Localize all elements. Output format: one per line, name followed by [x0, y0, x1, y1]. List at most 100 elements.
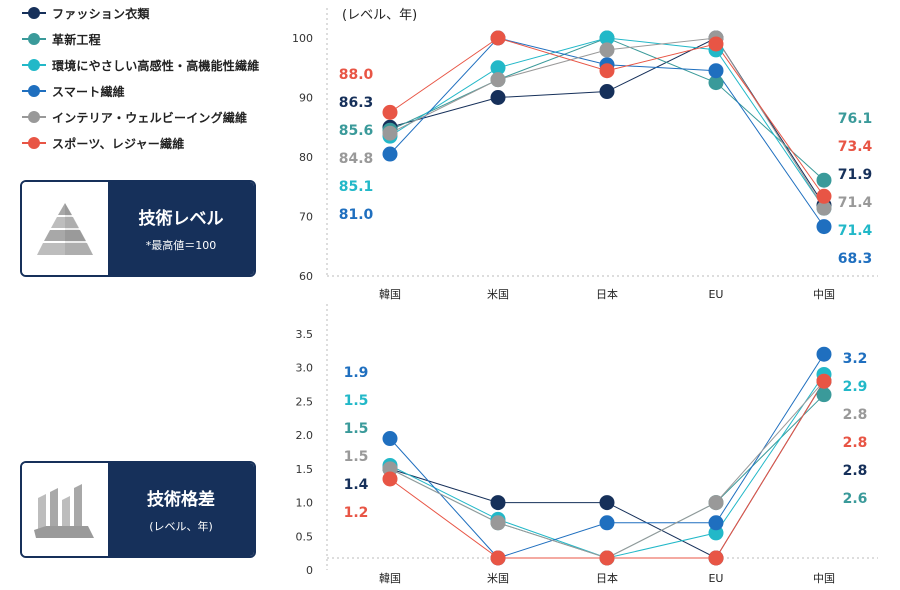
- unit-label: (レベル、年): [342, 8, 417, 23]
- data-point: [490, 72, 506, 88]
- tech-gap-title: 技術格差: [147, 490, 215, 510]
- data-point: [708, 30, 724, 46]
- x-tick-label: 日本: [596, 571, 618, 585]
- data-point: [708, 42, 724, 58]
- data-point: [490, 72, 506, 88]
- data-label: 71.4: [838, 223, 873, 239]
- data-point: [490, 550, 506, 566]
- data-point: [816, 172, 832, 188]
- data-label: 68.3: [838, 251, 873, 267]
- data-label: 1.5: [344, 421, 369, 437]
- data-label: 71.4: [838, 195, 873, 211]
- data-point: [816, 387, 832, 403]
- data-point: [599, 84, 615, 100]
- series-line: [389, 380, 825, 559]
- series-line: [389, 380, 825, 559]
- y-tick-label: 70: [299, 211, 313, 224]
- legend-label: ファッション衣類: [52, 6, 150, 21]
- data-point: [816, 346, 832, 362]
- data-point: [599, 57, 615, 73]
- data-label: 1.5: [344, 449, 369, 465]
- data-point: [708, 515, 724, 531]
- bar-towers-icon: [34, 483, 94, 538]
- series-line: [389, 353, 825, 559]
- chart-legend: ファッション衣類 革新工程環境にやさしい高感性・高機能性繊維 スマート繊維インテリア…: [22, 0, 322, 156]
- pyramid-icon: [37, 202, 93, 255]
- tech-level-subtitle: *最高値＝100: [145, 239, 217, 252]
- data-point: [382, 461, 398, 477]
- legend-item: インテリア・ウェルビーイング繊維: [22, 104, 322, 130]
- data-point: [708, 75, 724, 91]
- data-point: [816, 373, 832, 389]
- data-point: [490, 511, 506, 527]
- data-point: [708, 30, 724, 46]
- series-line: [389, 37, 825, 181]
- y-tick-label: 60: [299, 270, 313, 283]
- data-point: [382, 471, 398, 487]
- data-label: 2.8: [843, 463, 868, 479]
- data-point: [708, 63, 724, 79]
- data-label: 1.4: [344, 477, 369, 493]
- data-point: [816, 366, 832, 382]
- legend-swatch: [22, 58, 46, 72]
- x-tick-label: 韓国: [379, 288, 401, 301]
- data-point: [490, 30, 506, 46]
- series-line: [389, 37, 825, 227]
- data-point: [816, 200, 832, 216]
- y-tick-label: 1.0: [296, 497, 314, 510]
- data-point: [599, 550, 615, 566]
- tech-gap-subtitle: (レベル、年): [149, 520, 213, 533]
- data-label: 2.8: [843, 435, 868, 451]
- data-point: [490, 90, 506, 105]
- data-label: 73.4: [838, 139, 873, 155]
- data-point: [816, 219, 832, 235]
- data-point: [599, 63, 615, 79]
- series-line: [389, 374, 825, 559]
- x-tick-label: EU: [708, 288, 723, 301]
- data-point: [599, 550, 615, 566]
- legend-label: 環境にやさしい高感性・高機能性繊維: [52, 58, 260, 73]
- data-label: 85.1: [339, 179, 374, 195]
- x-tick-label: 日本: [596, 287, 618, 301]
- y-tick-label: 2.0: [296, 429, 314, 442]
- data-point: [599, 515, 615, 531]
- y-tick-label: 0: [306, 564, 313, 577]
- data-point: [599, 42, 615, 58]
- series-line: [389, 37, 825, 209]
- series-line: [389, 37, 825, 197]
- data-point: [708, 550, 724, 566]
- x-tick-label: 米国: [487, 288, 509, 301]
- data-point: [490, 495, 506, 511]
- data-point: [382, 119, 398, 135]
- y-tick-label: 3.5: [296, 328, 314, 341]
- data-label: 84.8: [339, 151, 374, 167]
- data-point: [708, 525, 724, 541]
- series-line: [389, 380, 825, 559]
- data-point: [382, 461, 398, 477]
- legend-label: スマート繊維: [52, 84, 125, 99]
- x-tick-label: 米国: [487, 572, 509, 585]
- series-line: [389, 37, 825, 206]
- data-point: [599, 550, 615, 566]
- data-point: [382, 457, 398, 473]
- legend-swatch: [22, 6, 46, 20]
- series-line: [389, 394, 825, 559]
- data-point: [382, 128, 398, 144]
- x-tick-label: 韓国: [379, 572, 401, 585]
- tech-level-card: 技術レベル *最高値＝100: [20, 180, 256, 277]
- data-label: 81.0: [339, 207, 374, 223]
- y-tick-label: 2.5: [296, 395, 314, 408]
- data-point: [708, 495, 724, 511]
- tech-level-title: 技術レベル: [138, 209, 224, 229]
- data-point: [816, 197, 832, 213]
- data-point: [382, 125, 398, 141]
- legend-label: 革新工程: [52, 32, 101, 47]
- data-point: [490, 30, 506, 46]
- data-label: 88.0: [339, 67, 374, 83]
- data-point: [816, 188, 832, 204]
- data-label: 85.6: [339, 123, 374, 139]
- data-label: 2.9: [843, 379, 868, 395]
- data-label: 76.1: [838, 111, 873, 127]
- x-tick-label: 中国: [813, 288, 835, 301]
- data-point: [708, 550, 724, 566]
